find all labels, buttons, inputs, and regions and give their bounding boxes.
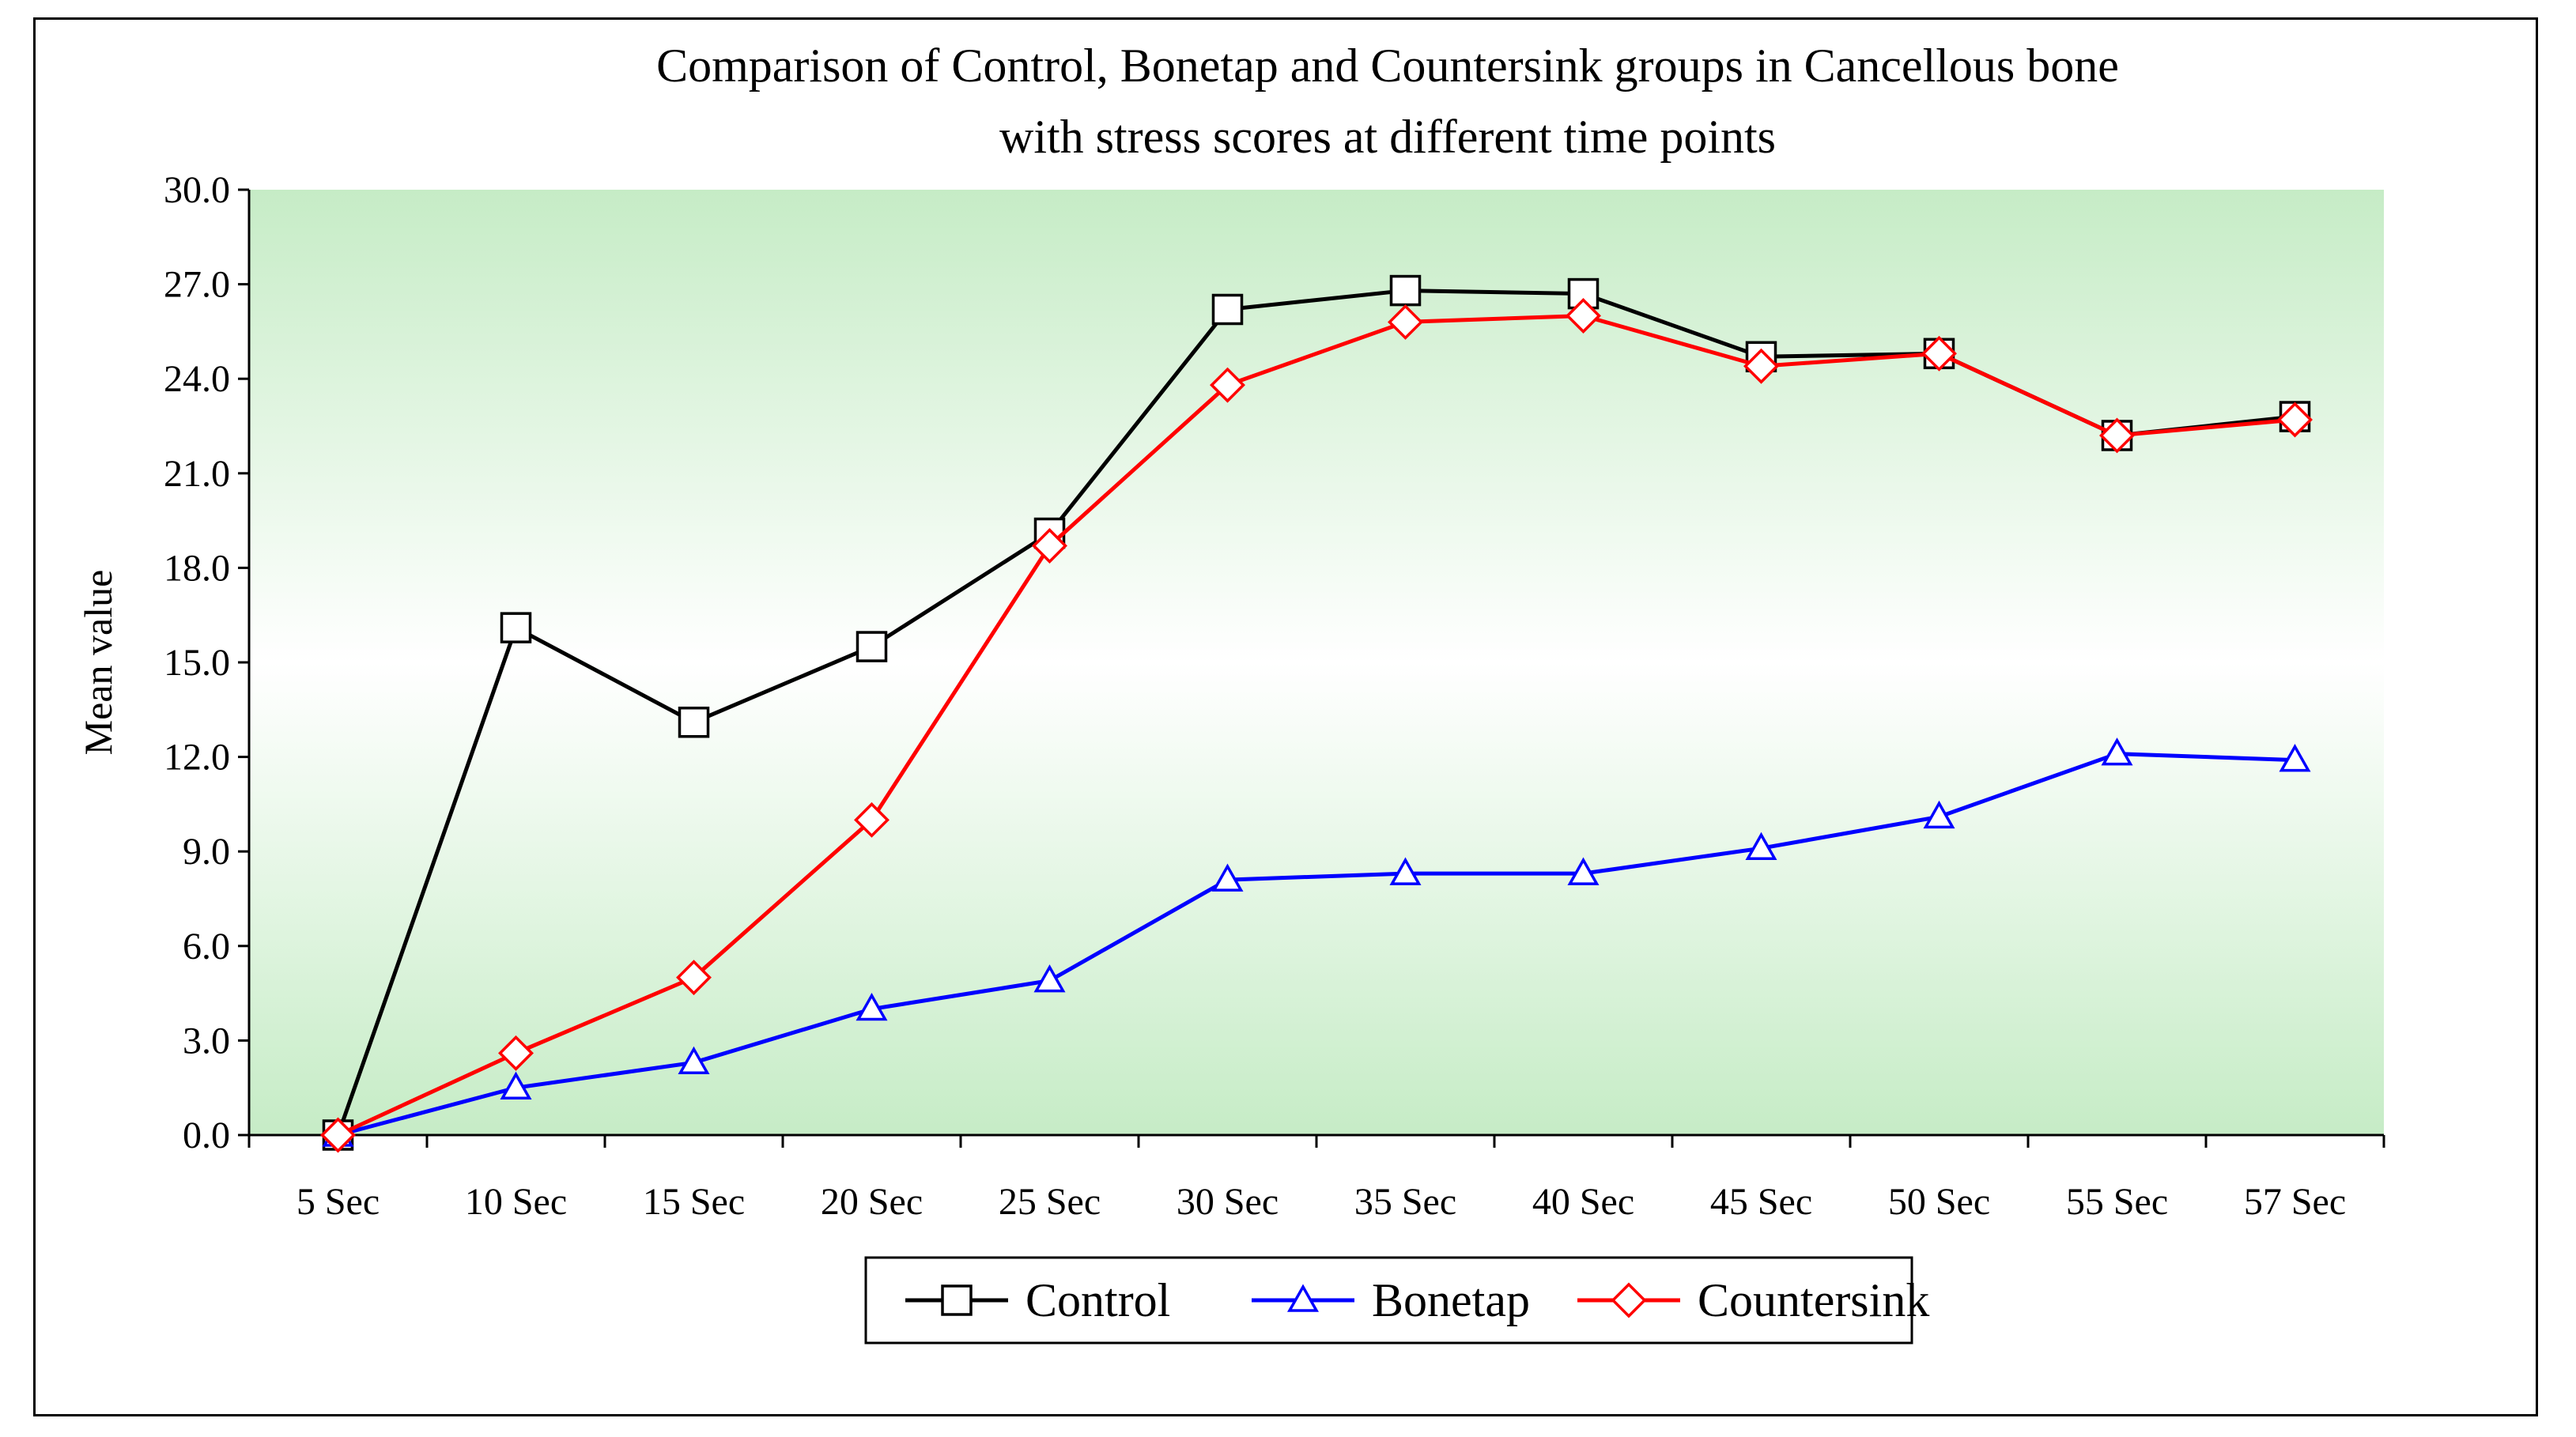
data-point-control <box>678 706 710 738</box>
x-tick-label: 45 Sec <box>1710 1181 1812 1223</box>
data-point-bonetap <box>1389 857 1422 885</box>
data-point-bonetap <box>1567 857 1600 885</box>
data-point-countersink <box>676 960 712 996</box>
data-point-control <box>500 612 532 643</box>
data-point-countersink <box>1743 348 1779 384</box>
y-tick-label: 9.0 <box>183 831 230 873</box>
data-point-countersink <box>1210 367 1245 403</box>
x-tick-label: 15 Sec <box>643 1181 745 1223</box>
y-tick-label: 0.0 <box>183 1115 230 1156</box>
legend-label-countersink: Countersink <box>1698 1274 1929 1326</box>
data-point-control <box>856 631 888 662</box>
data-point-countersink <box>1388 304 1423 340</box>
data-point-bonetap <box>1211 863 1244 892</box>
data-point-bonetap <box>1033 964 1066 993</box>
chart-title: Comparison of Control, Bonetap and Count… <box>656 40 2119 163</box>
data-point-bonetap <box>500 1071 532 1099</box>
legend-label-bonetap: Bonetap <box>1372 1274 1530 1326</box>
series-bonetap <box>322 737 2311 1147</box>
x-tick-label: 10 Sec <box>465 1181 567 1223</box>
data-point-countersink <box>1566 297 1601 334</box>
x-tick-label: 57 Sec <box>2244 1181 2346 1223</box>
legend-label-control: Control <box>1025 1274 1170 1326</box>
x-tick-label: 40 Sec <box>1532 1181 1634 1223</box>
data-point-bonetap <box>856 992 888 1021</box>
legend-item-bonetap: Bonetap <box>1252 1274 1530 1326</box>
data-point-bonetap <box>678 1046 710 1075</box>
data-point-countersink <box>320 1117 356 1153</box>
legend-item-countersink: Countersink <box>1577 1274 1929 1326</box>
x-tick-label: 20 Sec <box>821 1181 923 1223</box>
series-line-countersink <box>337 313 2295 1137</box>
x-tick-label: 35 Sec <box>1354 1181 1456 1223</box>
data-point-countersink <box>1921 335 1957 372</box>
y-axis-title: Mean value <box>76 570 120 756</box>
data-point-bonetap <box>2279 744 2311 772</box>
plot-area <box>249 190 2384 1135</box>
data-point-control <box>1389 274 1422 307</box>
y-tick-label: 27.0 <box>164 264 230 306</box>
data-point-countersink <box>854 801 890 838</box>
data-point-control <box>1211 293 1244 326</box>
legend-marker-bonetap <box>1286 1284 1320 1312</box>
line-chart: Comparison of Control, Bonetap and Count… <box>76 40 2385 1345</box>
y-tick-label: 24.0 <box>164 358 230 400</box>
x-tick-label: 55 Sec <box>2066 1181 2168 1223</box>
legend-box <box>864 1256 1913 1345</box>
y-axis: 0.0 3.0 6.0 9.0 12.0 15.0 18.0 21.0 24.0 27.0 30.0 <box>164 169 251 1156</box>
data-point-countersink <box>1032 528 1067 564</box>
legend-marker-countersink <box>1611 1282 1647 1318</box>
x-tick-label: 5 Sec <box>297 1181 380 1223</box>
legend-items: Control Bonetap Countersink <box>905 1274 1929 1326</box>
data-point-countersink <box>498 1035 534 1071</box>
legend-marker-control <box>941 1284 973 1316</box>
legend-item-control: Control <box>905 1274 1170 1326</box>
y-tick-label: 3.0 <box>183 1020 230 1062</box>
series-countersink <box>320 297 2313 1153</box>
data-point-countersink <box>2099 417 2135 454</box>
y-tick-label: 12.0 <box>164 737 230 779</box>
x-tick-label: 25 Sec <box>999 1181 1101 1223</box>
series-line-bonetap <box>337 752 2295 1137</box>
y-tick-label: 18.0 <box>164 547 230 589</box>
x-tick-label: 30 Sec <box>1177 1181 1279 1223</box>
data-point-bonetap <box>2101 737 2133 766</box>
chart-title-line-1: Comparison of Control, Bonetap and Count… <box>656 40 2119 92</box>
legend: Control Bonetap Countersink <box>864 1256 1929 1345</box>
x-axis: 5 Sec 10 Sec 15 Sec 20 Sec 25 Sec 30 Sec 35 Se… <box>247 1133 2385 1223</box>
y-tick-label: 15.0 <box>164 642 230 684</box>
x-tick-label: 50 Sec <box>1888 1181 1990 1223</box>
y-tick-label: 6.0 <box>183 926 230 967</box>
data-point-bonetap <box>1745 832 1777 860</box>
y-tick-label: 21.0 <box>164 453 230 495</box>
chart-title-line-2: with stress scores at different time poi… <box>999 111 1776 163</box>
series-layer <box>320 274 2313 1153</box>
chart-frame: Comparison of Control, Bonetap and Count… <box>33 17 2538 1416</box>
y-tick-label: 30.0 <box>164 169 230 211</box>
data-point-countersink <box>2277 402 2313 438</box>
data-point-bonetap <box>1923 800 1955 829</box>
